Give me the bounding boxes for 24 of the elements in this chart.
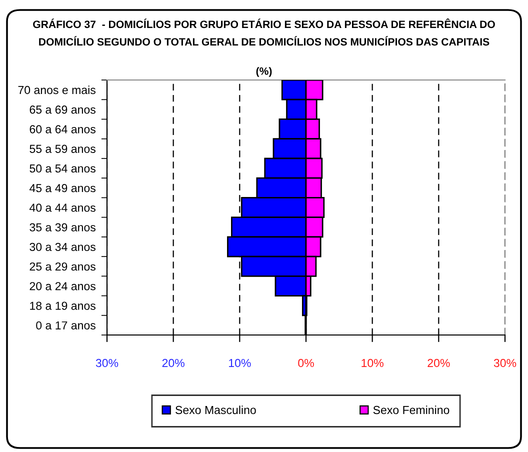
chart-subtitle: (%) (256, 67, 272, 77)
x-tick-label: 20% (428, 358, 450, 368)
legend-label: Sexo Masculino (176, 406, 256, 414)
y-tick-label: 55 a 59 anos (30, 144, 96, 153)
x-tick-label: 30% (96, 358, 118, 368)
y-tick-label: 25 a 29 anos (30, 262, 96, 271)
y-tick-label: 0 a 17 anos (36, 321, 96, 330)
legend-label: Sexo Feminino (373, 406, 450, 414)
x-tick-label: 0% (298, 358, 314, 368)
chart-title: GRÁFICO 37 - DOMICÍLIOS POR GRUPO ETÁRIO E SEXO DA PESSOA DE REFERÊNCIA DO DOMICÍLIO SEGUNDO O TOTAL GERAL DE DOMICÍLIOS NOS MUNICÍPIOS DAS CAPITAIS (33, 18, 495, 46)
y-tick-label: 60 a 64 anos (30, 125, 96, 134)
y-tick-label: 20 a 24 anos (30, 282, 96, 290)
y-tick-label: 30 a 34 anos (30, 242, 96, 252)
x-tick-label: 10% (229, 358, 251, 368)
y-tick-label: 35 a 39 anos (30, 223, 96, 232)
y-tick-label: 45 a 49 anos (30, 184, 96, 192)
y-tick-label: 40 a 44 anos (30, 204, 96, 212)
x-tick-label: 20% (162, 358, 184, 368)
x-tick-label: 10% (362, 358, 384, 368)
y-tick-label: 18 a 19 anos (30, 302, 96, 310)
y-tick-label: 50 a 54 anos (30, 164, 96, 173)
y-tick-label: 65 a 69 anos (30, 106, 96, 114)
y-tick-label: 70 anos e mais (18, 86, 96, 94)
x-tick-label: 30% (494, 358, 516, 368)
